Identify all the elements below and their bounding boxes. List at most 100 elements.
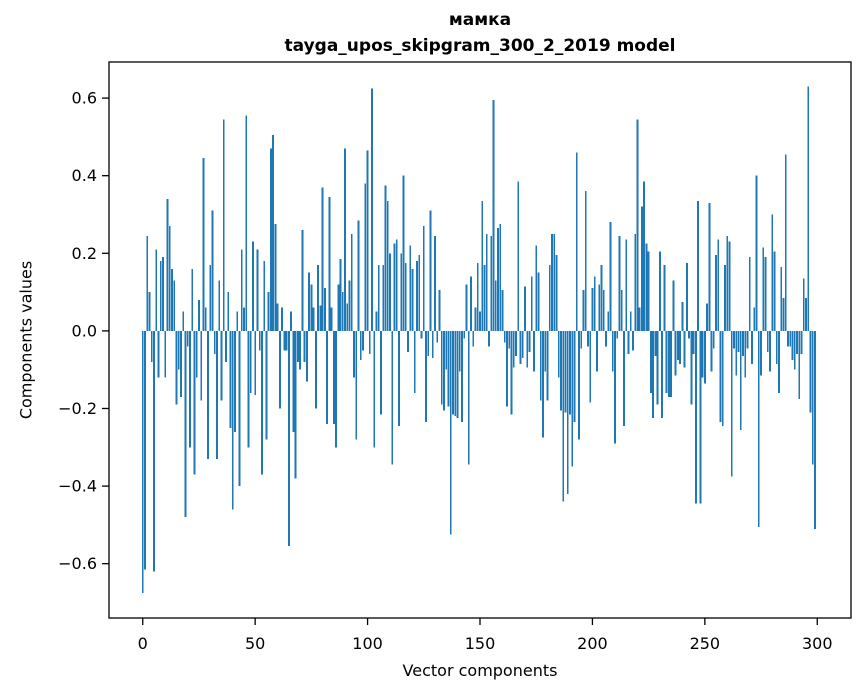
vector-component-bar xyxy=(186,330,189,347)
vector-component-bar xyxy=(643,181,646,331)
vector-component-bar xyxy=(755,175,758,331)
vector-component-bar xyxy=(569,330,571,415)
vector-component-bar xyxy=(616,330,619,339)
vector-component-bar xyxy=(791,330,794,360)
vector-component-bar xyxy=(620,290,623,331)
vector-component-bar xyxy=(735,330,738,376)
vector-component-bar xyxy=(499,224,502,331)
vector-component-bar xyxy=(290,311,293,331)
vector-component-bar xyxy=(571,330,574,467)
vector-component-bar xyxy=(166,198,169,331)
vector-component-bar xyxy=(404,262,407,331)
vector-component-bar xyxy=(218,280,221,331)
vector-component-bar xyxy=(582,290,585,331)
vector-component-bar xyxy=(771,214,774,331)
vector-component-bar xyxy=(308,272,311,331)
vector-component-bar xyxy=(757,330,760,527)
vector-component-bar xyxy=(346,303,349,331)
vector-component-bar xyxy=(202,158,205,331)
vector-component-bar xyxy=(778,330,780,393)
vector-component-bar xyxy=(627,330,630,355)
vector-component-bar xyxy=(548,264,551,331)
vector-component-bar xyxy=(553,233,556,331)
vector-component-bar xyxy=(526,330,529,368)
vector-component-bar xyxy=(490,235,493,331)
vector-component-bar xyxy=(422,226,425,331)
vector-component-bar xyxy=(506,330,508,407)
vector-component-bar xyxy=(800,330,803,355)
vector-component-bar xyxy=(575,152,578,331)
x-tick-label: 250 xyxy=(690,634,721,653)
vector-component-bar xyxy=(647,251,650,331)
vector-component-bar xyxy=(566,330,569,494)
vector-component-bar xyxy=(807,86,810,331)
x-tick-label: 150 xyxy=(465,634,496,653)
vector-component-bar xyxy=(454,330,457,417)
vector-component-bar xyxy=(447,330,450,407)
vector-component-bar xyxy=(355,330,358,440)
y-tick-label: −0.2 xyxy=(58,399,97,418)
vector-component-bar xyxy=(602,290,605,331)
vector-component-bar xyxy=(539,330,542,401)
vector-component-bar xyxy=(330,307,333,331)
vector-component-bar xyxy=(429,210,432,331)
vector-component-bar xyxy=(784,154,787,331)
vector-component-bar xyxy=(148,292,151,331)
vector-component-bar xyxy=(798,330,801,399)
vector-component-bar xyxy=(683,330,686,368)
vector-component-bar xyxy=(296,330,299,362)
vector-component-bar xyxy=(609,222,612,331)
vector-component-bar xyxy=(503,330,506,343)
vector-component-bar xyxy=(625,239,628,331)
y-tick-label: 0.2 xyxy=(72,244,97,263)
vector-component-bar xyxy=(605,330,607,347)
vector-component-bar xyxy=(236,311,239,331)
vector-component-bar xyxy=(501,290,504,331)
vector-component-bar xyxy=(292,330,295,432)
vector-component-bar xyxy=(182,311,185,331)
vector-component-bar xyxy=(461,330,463,423)
vector-component-bar xyxy=(472,330,475,347)
vector-component-bar xyxy=(332,330,335,424)
vector-component-bar xyxy=(463,330,466,339)
vector-component-bar xyxy=(715,255,717,331)
vector-component-bar xyxy=(510,330,513,415)
vector-component-bar xyxy=(395,239,398,331)
vector-component-bar xyxy=(598,284,601,331)
vector-component-bar xyxy=(654,330,657,357)
vector-component-bar xyxy=(220,330,223,401)
vector-component-bar xyxy=(769,330,771,372)
vector-component-bar xyxy=(760,330,762,376)
vector-component-bar xyxy=(144,330,146,570)
vector-component-bar xyxy=(596,330,598,372)
vector-component-bar xyxy=(252,241,254,331)
vector-component-bar xyxy=(607,311,610,331)
vector-component-bar xyxy=(357,220,360,331)
vector-component-bar xyxy=(773,251,776,331)
vector-component-bar xyxy=(353,330,355,378)
y-tick-label: 0.0 xyxy=(72,321,97,340)
vector-component-bar xyxy=(697,200,699,331)
vector-component-bar xyxy=(364,183,367,331)
vector-component-bar xyxy=(245,115,248,331)
vector-component-bar xyxy=(634,233,637,331)
vector-component-bar xyxy=(195,330,198,378)
vector-component-bar xyxy=(150,330,153,362)
vector-component-bar xyxy=(744,330,747,378)
vector-component-bar xyxy=(809,330,812,413)
vector-component-bar xyxy=(283,330,286,351)
axes-spines xyxy=(108,61,852,619)
vector-component-bar xyxy=(141,330,144,593)
vector-component-bar xyxy=(319,305,322,331)
chart-subtitle: tayga_upos_skipgram_300_2_2019 model xyxy=(284,36,676,56)
vector-component-bar xyxy=(193,330,196,475)
vector-component-bar xyxy=(386,200,389,331)
vector-component-bar xyxy=(512,330,515,368)
vector-component-bar xyxy=(470,276,472,331)
vector-component-bar xyxy=(247,330,250,448)
vector-component-bar xyxy=(402,175,405,331)
vector-component-bar xyxy=(425,330,427,423)
vector-component-bar xyxy=(249,330,252,393)
